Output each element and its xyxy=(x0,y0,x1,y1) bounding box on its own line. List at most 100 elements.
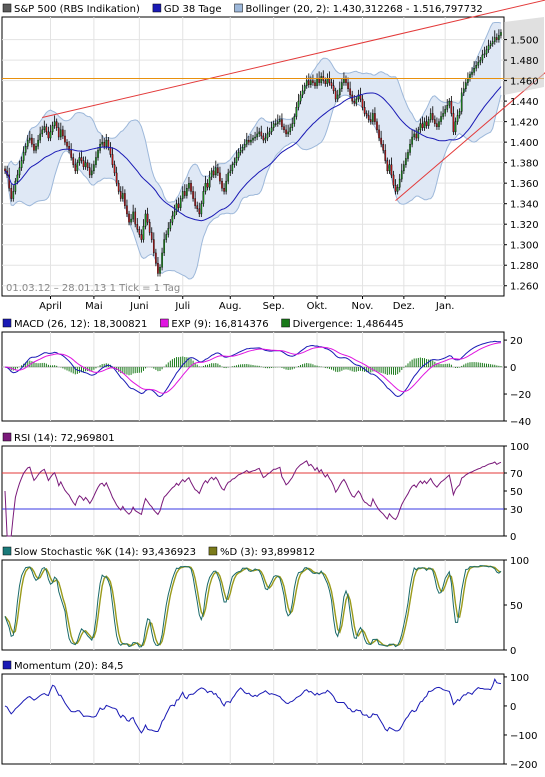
price-legend-label-0: S&P 500 (RBS Indikation) xyxy=(14,4,140,15)
candle-body-45 xyxy=(97,150,99,158)
price-ytick-label-5: 1.360 xyxy=(510,179,539,190)
candle-body-8 xyxy=(20,160,23,168)
candle-body-152 xyxy=(318,78,320,83)
candle-body-178 xyxy=(372,113,374,122)
candle-body-12 xyxy=(29,137,31,141)
price-ytick-label-2: 1.300 xyxy=(510,241,539,252)
candle-body-106 xyxy=(223,188,225,192)
candle-body-240 xyxy=(500,32,502,36)
candle-body-59 xyxy=(126,205,128,215)
candle-body-131 xyxy=(274,123,277,125)
candle-body-137 xyxy=(287,131,289,135)
candle-body-28 xyxy=(62,129,64,137)
stochastic-legend-label-0: Slow Stochastic %K (14): 93,436923 xyxy=(14,547,196,558)
candle-body-155 xyxy=(324,80,327,84)
candle-body-130 xyxy=(272,123,275,128)
rsi-ytick-label-2: 50 xyxy=(510,487,523,498)
candle-body-35 xyxy=(76,162,79,172)
candle-body-27 xyxy=(60,129,62,138)
candle-body-86 xyxy=(181,191,184,199)
candle-body-118 xyxy=(248,139,250,143)
candle-body-0 xyxy=(4,168,6,172)
candle-body-237 xyxy=(493,37,496,42)
candle-body-140 xyxy=(293,116,296,124)
candle-body-142 xyxy=(297,100,300,108)
date-range-label: 01.03.12 – 28.01.13 1 Tick = 1 Tag xyxy=(6,283,180,294)
candle-body-190 xyxy=(396,187,399,192)
price-ytick-label-9: 1.440 xyxy=(510,97,539,108)
price-ytick-label-7: 1.400 xyxy=(510,138,539,149)
candle-body-72 xyxy=(152,239,155,254)
candle-body-85 xyxy=(179,198,182,208)
macd-ytick-label-0: 20 xyxy=(510,336,523,347)
candle-body-235 xyxy=(489,43,492,46)
candle-body-149 xyxy=(312,80,314,83)
macd-ytick-label-1: 0 xyxy=(510,363,516,374)
candle-body-14 xyxy=(33,143,35,151)
candle-body-93 xyxy=(196,205,199,210)
candle-body-135 xyxy=(283,126,285,131)
candle-body-112 xyxy=(235,157,238,163)
price-ytick-label-6: 1.380 xyxy=(510,159,539,170)
candle-body-23 xyxy=(51,125,54,133)
candle-body-21 xyxy=(47,131,50,139)
candle-body-164 xyxy=(343,78,345,83)
candle-body-128 xyxy=(268,131,271,135)
candle-body-40 xyxy=(86,162,89,168)
stochastic-legend-label-1: %D (3): 93,899812 xyxy=(220,547,315,558)
candle-body-43 xyxy=(93,164,95,172)
candle-body-5 xyxy=(14,180,17,192)
candle-body-34 xyxy=(74,164,77,172)
candle-body-19 xyxy=(43,126,46,131)
candle-body-150 xyxy=(314,82,316,86)
candle-body-188 xyxy=(392,174,395,186)
candle-body-54 xyxy=(115,172,118,184)
candle-body-216 xyxy=(450,100,453,114)
candle-body-114 xyxy=(239,150,242,153)
candle-body-47 xyxy=(101,141,103,145)
candle-body-104 xyxy=(219,172,221,182)
candle-body-100 xyxy=(210,170,213,178)
candle-body-18 xyxy=(41,129,44,135)
xtick-label-7: Nov. xyxy=(352,301,374,312)
candle-body-11 xyxy=(26,139,29,147)
price-legend-label-1: GD 38 Tage xyxy=(164,4,222,15)
momentum-panel-frame xyxy=(1,673,505,765)
candle-body-147 xyxy=(307,80,310,85)
rsi-ytick-label-0: 100 xyxy=(510,442,529,453)
candle-body-111 xyxy=(233,162,236,165)
candle-body-225 xyxy=(469,74,471,79)
candle-body-108 xyxy=(227,172,230,182)
xtick-label-6: Okt. xyxy=(307,301,328,312)
candle-body-30 xyxy=(66,141,68,147)
candle-body-4 xyxy=(12,191,15,199)
candle-body-79 xyxy=(167,228,170,235)
candle-body-6 xyxy=(16,174,19,182)
candle-body-213 xyxy=(444,109,446,114)
candle-body-51 xyxy=(109,147,112,155)
candle-body-29 xyxy=(64,135,66,143)
candle-body-238 xyxy=(496,37,498,40)
candle-body-200 xyxy=(417,129,420,139)
candle-body-61 xyxy=(130,218,132,223)
candle-body-191 xyxy=(398,178,401,188)
candle-body-53 xyxy=(113,164,116,174)
xtick-label-0: April xyxy=(39,301,62,312)
candle-body-227 xyxy=(473,68,475,73)
candle-body-218 xyxy=(454,121,457,133)
candle-body-67 xyxy=(142,226,145,240)
candle-body-220 xyxy=(458,111,461,116)
candle-body-162 xyxy=(338,88,341,96)
candle-body-229 xyxy=(477,61,480,66)
candle-body-165 xyxy=(345,78,347,83)
rsi-ytick-label-3: 30 xyxy=(510,505,523,516)
candle-body-113 xyxy=(237,152,240,158)
price-legend-swatch-0 xyxy=(2,3,12,13)
candle-body-148 xyxy=(310,80,312,85)
xtick-label-3: Juli xyxy=(174,301,190,312)
candle-body-198 xyxy=(413,133,415,138)
candle-body-146 xyxy=(305,80,308,86)
candle-body-38 xyxy=(82,160,85,167)
candle-body-91 xyxy=(192,191,194,199)
